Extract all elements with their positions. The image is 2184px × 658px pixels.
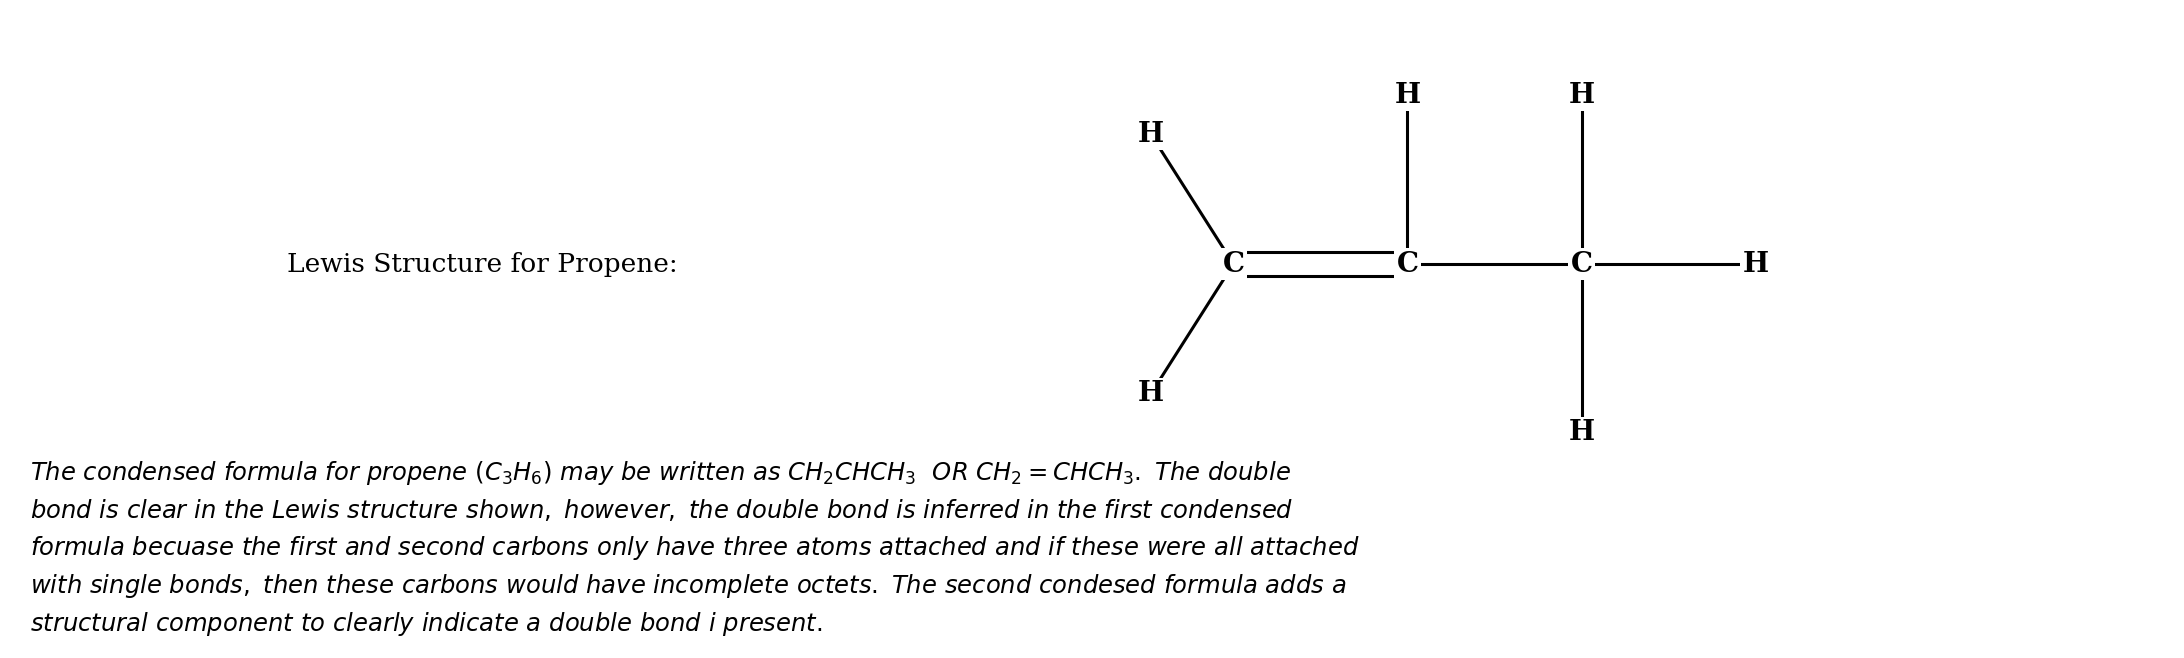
Text: H: H: [1568, 419, 1594, 446]
Text: $\it{The\ condensed\ formula\ for\ propene\ (C_3H_6)\ may\ be\ written\ as\ CH_2: $\it{The\ condensed\ formula\ for\ prope…: [31, 459, 1291, 487]
Text: Lewis Structure for Propene:: Lewis Structure for Propene:: [288, 251, 679, 276]
Text: C: C: [1570, 251, 1592, 278]
Text: $\it{with\ single\ bonds,\ then\ these\ carbons\ would\ have\ incomplete\ octets: $\it{with\ single\ bonds,\ then\ these\ …: [31, 572, 1348, 600]
Text: $\it{formula\ becuase\ the\ first\ and\ second\ carbons\ only\ have\ three\ atom: $\it{formula\ becuase\ the\ first\ and\ …: [31, 534, 1361, 563]
Text: $\it{structural\ component\ to\ clearly\ indicate\ a\ double\ bond\ i\ present.}: $\it{structural\ component\ to\ clearly\…: [31, 610, 823, 638]
Text: C: C: [1396, 251, 1417, 278]
Text: H: H: [1743, 251, 1769, 278]
Text: C: C: [1223, 251, 1245, 278]
Text: $\it{bond\ is\ clear\ in\ the\ Lewis\ structure\ shown,\ however,\ the\ double\ : $\it{bond\ is\ clear\ in\ the\ Lewis\ st…: [31, 497, 1293, 522]
Text: H: H: [1393, 82, 1420, 109]
Text: H: H: [1568, 82, 1594, 109]
Text: H: H: [1138, 120, 1164, 147]
Text: H: H: [1138, 380, 1164, 407]
